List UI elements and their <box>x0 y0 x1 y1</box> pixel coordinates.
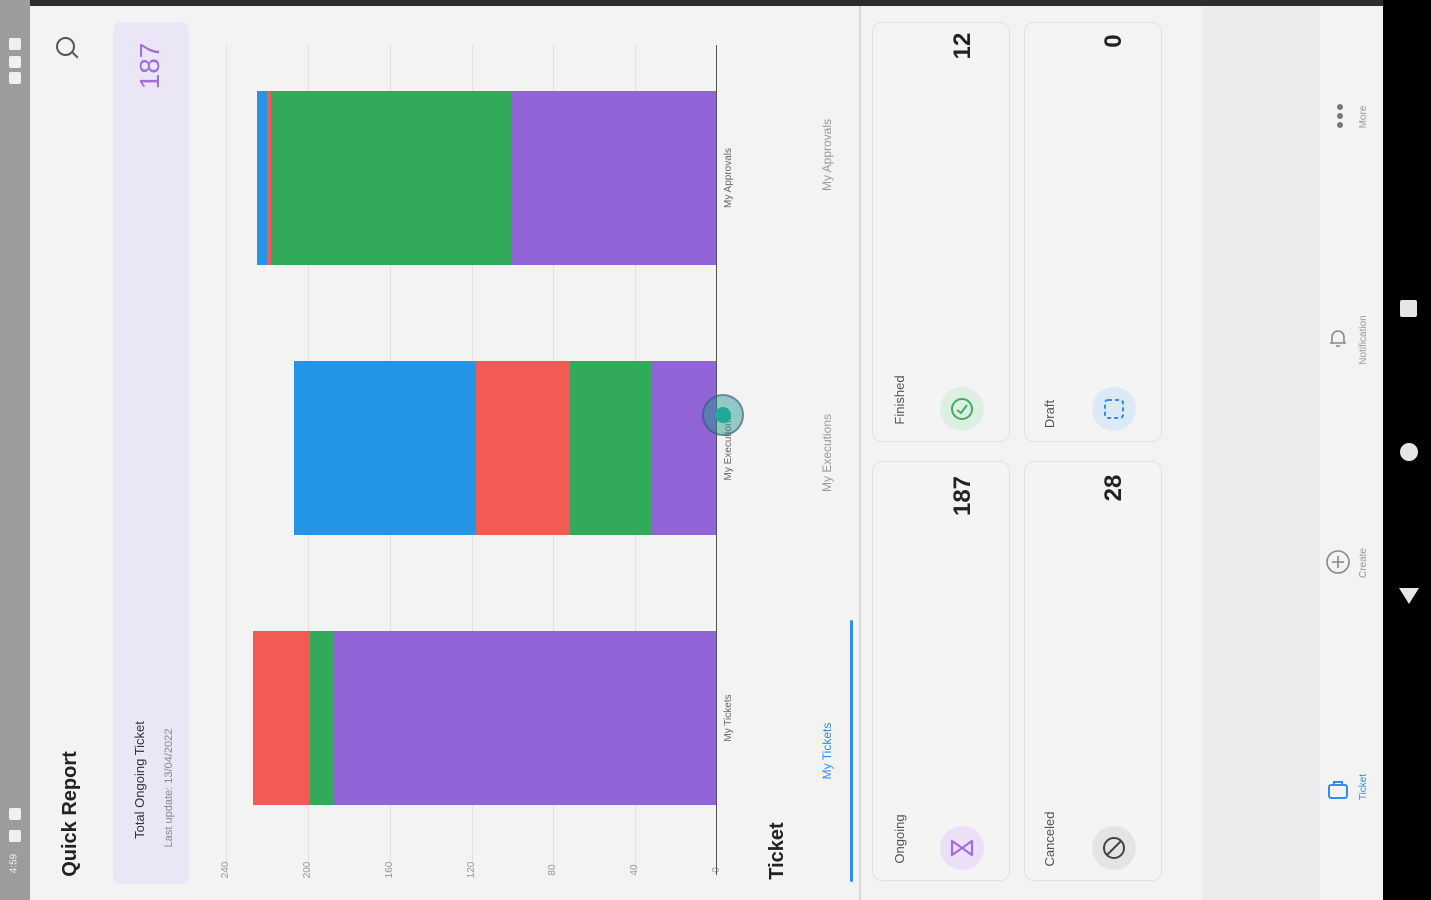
settings-icon <box>9 830 21 842</box>
home-circle-icon[interactable] <box>1400 443 1418 461</box>
axis-tick-label: 120 <box>466 861 477 879</box>
ban-icon <box>1092 826 1136 870</box>
tab-my-tickets[interactable]: My Tickets <box>820 722 834 780</box>
total-card-value: 187 <box>134 42 165 90</box>
bottom-navigation <box>1320 6 1383 900</box>
panel-divider <box>859 6 861 900</box>
draft-label: Draft <box>1042 399 1057 429</box>
axis-tick-label: 160 <box>384 861 395 879</box>
sd-card-icon <box>9 808 21 820</box>
bar-segment[interactable] <box>512 91 717 265</box>
bar-segment[interactable] <box>334 631 717 805</box>
axis-tick-label: 40 <box>629 864 640 876</box>
ongoing-card[interactable] <box>872 461 1010 881</box>
back-triangle-icon[interactable] <box>1399 588 1419 604</box>
ongoing-value: 187 <box>949 475 976 517</box>
wifi-icon <box>9 72 21 84</box>
touch-indicator <box>702 394 744 436</box>
chart-baseline <box>716 45 717 875</box>
finished-value: 12 <box>949 32 976 60</box>
bar-segment[interactable] <box>569 361 652 535</box>
bar-segment[interactable] <box>293 361 476 535</box>
axis-tick-label: 240 <box>220 861 231 879</box>
status-bar: 4:59 <box>0 0 30 900</box>
search-icon[interactable] <box>56 37 75 56</box>
canceled-label: Canceled <box>1042 811 1057 867</box>
recent-apps-square-icon[interactable] <box>1400 300 1417 317</box>
battery-icon <box>9 38 21 50</box>
finished-label: Finished <box>892 375 907 425</box>
axis-tick-label: 0 <box>711 855 723 885</box>
draft-card[interactable] <box>1024 22 1162 442</box>
category-label: My Approvals <box>723 147 734 209</box>
canceled-card[interactable] <box>1024 461 1162 881</box>
bar-segment[interactable] <box>271 91 513 265</box>
bell-icon[interactable] <box>1322 322 1354 354</box>
canceled-value: 28 <box>1100 474 1127 502</box>
bar-segment[interactable] <box>266 91 271 265</box>
bar-segment[interactable] <box>651 361 717 535</box>
nav-create-label[interactable]: Create <box>1358 548 1369 579</box>
nav-ticket-label[interactable]: Ticket <box>1358 773 1369 801</box>
hourglass-icon <box>940 826 984 870</box>
total-card-last-update: Last update: 13/04/2022 <box>163 728 175 848</box>
app-screen: 4:59 Quick Report Total Ongoing Ticket L… <box>0 0 1383 900</box>
active-tab-indicator <box>850 620 853 882</box>
signal-icon <box>9 56 21 68</box>
nav-more-label[interactable]: More <box>1358 105 1369 129</box>
finished-card[interactable] <box>872 22 1010 442</box>
status-time: 4:59 <box>8 853 20 874</box>
draft-value: 0 <box>1100 34 1127 48</box>
nav-notification-label[interactable]: Notification <box>1358 315 1369 365</box>
page-title: Quick Report <box>59 751 81 877</box>
ticket-icon[interactable] <box>1322 775 1354 807</box>
tab-my-executions[interactable]: My Executions <box>820 413 834 493</box>
axis-tick-label: 80 <box>547 864 558 876</box>
right-panel-strip <box>1202 6 1320 900</box>
bar-segment[interactable] <box>252 631 310 805</box>
tab-my-approvals[interactable]: My Approvals <box>820 118 834 192</box>
axis-tick-label: 200 <box>302 861 313 879</box>
total-card-title: Total Ongoing Ticket <box>132 721 147 839</box>
bar-segment[interactable] <box>475 361 570 535</box>
dashed-square-icon <box>1092 387 1136 431</box>
check-circle-icon <box>940 387 984 431</box>
more-dots-icon[interactable] <box>1325 100 1355 132</box>
ongoing-label: Ongoing <box>892 814 907 864</box>
ticket-section-title: Ticket <box>766 822 788 880</box>
bar-segment[interactable] <box>256 91 267 265</box>
top-edge <box>0 0 1383 6</box>
plus-circle-icon[interactable] <box>1322 546 1354 578</box>
category-label: My Tickets <box>723 694 734 742</box>
total-ongoing-card[interactable] <box>113 22 189 884</box>
bar-segment[interactable] <box>309 631 335 805</box>
grid-line <box>226 45 227 875</box>
